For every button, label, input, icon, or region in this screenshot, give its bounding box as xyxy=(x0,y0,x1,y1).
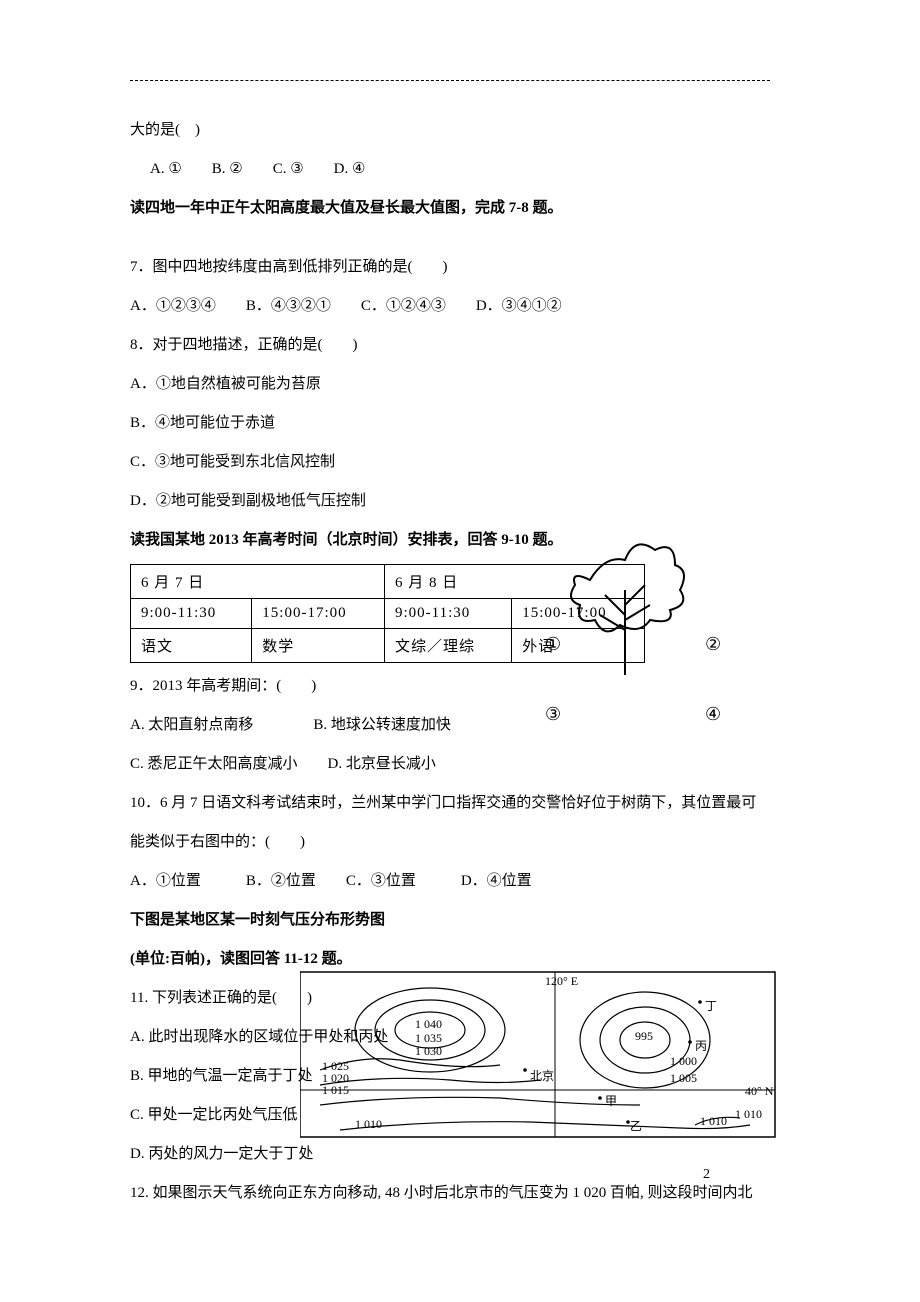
svg-text:1 035: 1 035 xyxy=(415,1031,442,1045)
sec1-intro: 读四地一年中正午太阳高度最大值及昼长最大值图，完成 7-8 题。 xyxy=(130,189,810,228)
svg-text:40° N: 40° N xyxy=(745,1084,774,1098)
prev-opts: A. ① B. ② C. ③ D. ④ xyxy=(130,150,810,189)
sec3-intro1: 下图是某地区某一时刻气压分布形势图 xyxy=(130,901,410,940)
subj-cell: 数学 xyxy=(252,629,385,663)
pressure-map: 120° E 40° N 北京 1 040 1 035 1 030 1 025 … xyxy=(300,970,780,1145)
svg-text:1 005: 1 005 xyxy=(670,1071,697,1085)
q10-opts: A．①位置 B．②位置 C．③位置 D．④位置 xyxy=(130,862,810,901)
q9cd: C. 悉尼正午太阳高度减小 D. 北京昼长减小 xyxy=(130,745,810,784)
svg-text:1 015: 1 015 xyxy=(322,1083,349,1097)
svg-text:1 040: 1 040 xyxy=(415,1017,442,1031)
svg-text:丁: 丁 xyxy=(705,999,717,1013)
q8b: B．④地可能位于赤道 xyxy=(130,404,810,443)
svg-text:甲: 甲 xyxy=(605,1094,617,1108)
time-cell: 9:00-11:30 xyxy=(131,599,252,629)
svg-text:乙: 乙 xyxy=(630,1119,642,1133)
tree-label-3: ③ xyxy=(545,704,561,724)
q10cont: 能类似于右图中的：( ) xyxy=(130,823,810,862)
q8d: D．②地可能受到副极地低气压控制 xyxy=(130,482,810,521)
svg-text:1 010: 1 010 xyxy=(355,1117,382,1131)
time-cell: 9:00-11:30 xyxy=(385,599,512,629)
tree-figure: ① ② ③ ④ xyxy=(510,520,740,740)
svg-text:120° E: 120° E xyxy=(545,974,578,988)
q8: 8．对于四地描述，正确的是( ) xyxy=(130,326,810,365)
header-dash-line xyxy=(130,80,770,81)
q7: 7．图中四地按纬度由高到低排列正确的是( ) xyxy=(130,248,810,287)
svg-text:1 000: 1 000 xyxy=(670,1054,697,1068)
q7-opts: A．①②③④ B．④③②① C．①②④③ D．③④①② xyxy=(130,287,810,326)
subj-cell: 文综／理综 xyxy=(385,629,512,663)
prev-frag: 大的是( ) xyxy=(130,111,810,150)
tree-label-2: ② xyxy=(705,634,721,654)
tree-label-1: ① xyxy=(545,634,561,654)
time-cell: 15:00-17:00 xyxy=(252,599,385,629)
svg-text:1 010: 1 010 xyxy=(700,1114,727,1128)
svg-text:丙: 丙 xyxy=(695,1039,707,1053)
svg-text:1 030: 1 030 xyxy=(415,1044,442,1058)
q10: 10．6 月 7 日语文科考试结束时，兰州某中学门口指挥交通的交警恰好位于树荫下… xyxy=(130,784,810,823)
subj-cell: 语文 xyxy=(131,629,252,663)
tree-label-4: ④ xyxy=(705,704,721,724)
spacer xyxy=(130,228,810,248)
date1-cell: 6 月 7 日 xyxy=(131,565,385,599)
q8a: A．①地自然植被可能为苔原 xyxy=(130,365,810,404)
page-number: 2 xyxy=(703,1167,710,1183)
svg-text:北京: 北京 xyxy=(530,1069,554,1083)
q8c: C．③地可能受到东北信风控制 xyxy=(130,443,810,482)
svg-text:995: 995 xyxy=(635,1029,653,1043)
svg-text:1 010: 1 010 xyxy=(735,1107,762,1121)
